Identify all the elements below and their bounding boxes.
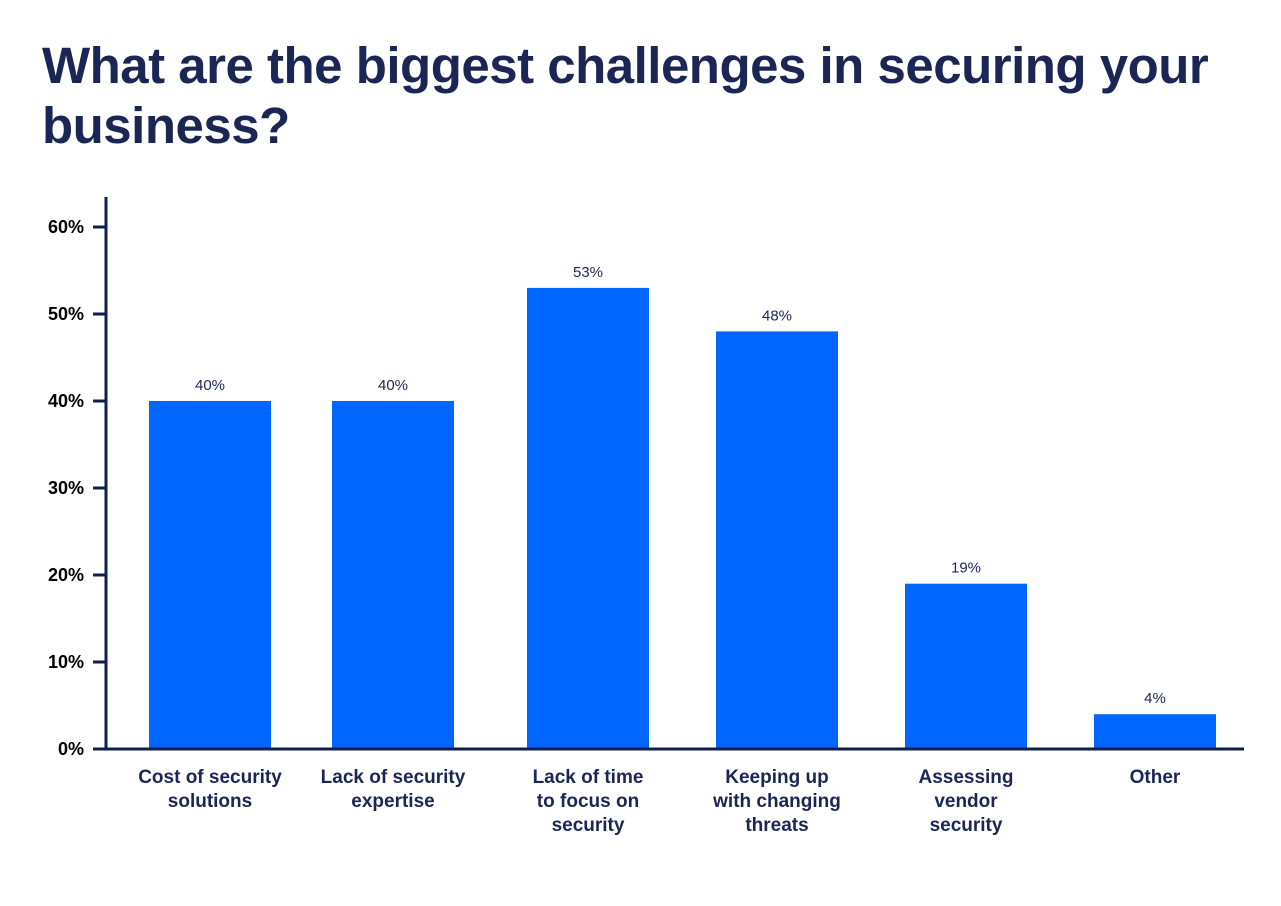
- x-tick-label: security: [552, 815, 625, 836]
- x-tick-label: vendor: [934, 791, 998, 812]
- data-label: 53%: [573, 264, 603, 281]
- x-tick-label: Other: [1130, 767, 1181, 788]
- y-tick-label: 0%: [58, 739, 84, 759]
- y-tick-label: 50%: [48, 304, 84, 324]
- y-tick-label: 60%: [48, 217, 84, 237]
- bar: [1094, 714, 1216, 749]
- data-label: 48%: [762, 307, 792, 324]
- bar: [527, 287, 649, 749]
- x-tick-label: with changing: [712, 791, 841, 812]
- bar: [716, 331, 838, 749]
- x-tick-label: Cost of security: [138, 767, 282, 788]
- x-tick-label: to focus on: [537, 791, 639, 812]
- data-label: 4%: [1144, 690, 1166, 707]
- y-tick-label: 10%: [48, 652, 84, 672]
- x-tick-label: Lack of security: [321, 767, 466, 788]
- x-tick-label: security: [930, 815, 1003, 836]
- x-tick-label: solutions: [168, 791, 252, 812]
- bar: [149, 401, 271, 749]
- y-tick-label: 30%: [48, 478, 84, 498]
- x-tick-label: Lack of time: [533, 767, 644, 788]
- bar: [332, 401, 454, 749]
- x-tick-label: expertise: [351, 791, 434, 812]
- x-tick-label: Keeping up: [725, 767, 828, 788]
- data-label: 19%: [951, 560, 981, 577]
- data-label: 40%: [378, 377, 408, 394]
- chart-title: What are the biggest challenges in secur…: [42, 37, 1209, 154]
- y-tick-label: 40%: [48, 391, 84, 411]
- bar: [905, 583, 1027, 749]
- x-tick-label: Assessing: [918, 767, 1013, 788]
- x-tick-label: threats: [745, 815, 808, 836]
- data-label: 40%: [195, 377, 225, 394]
- y-tick-label: 20%: [48, 565, 84, 585]
